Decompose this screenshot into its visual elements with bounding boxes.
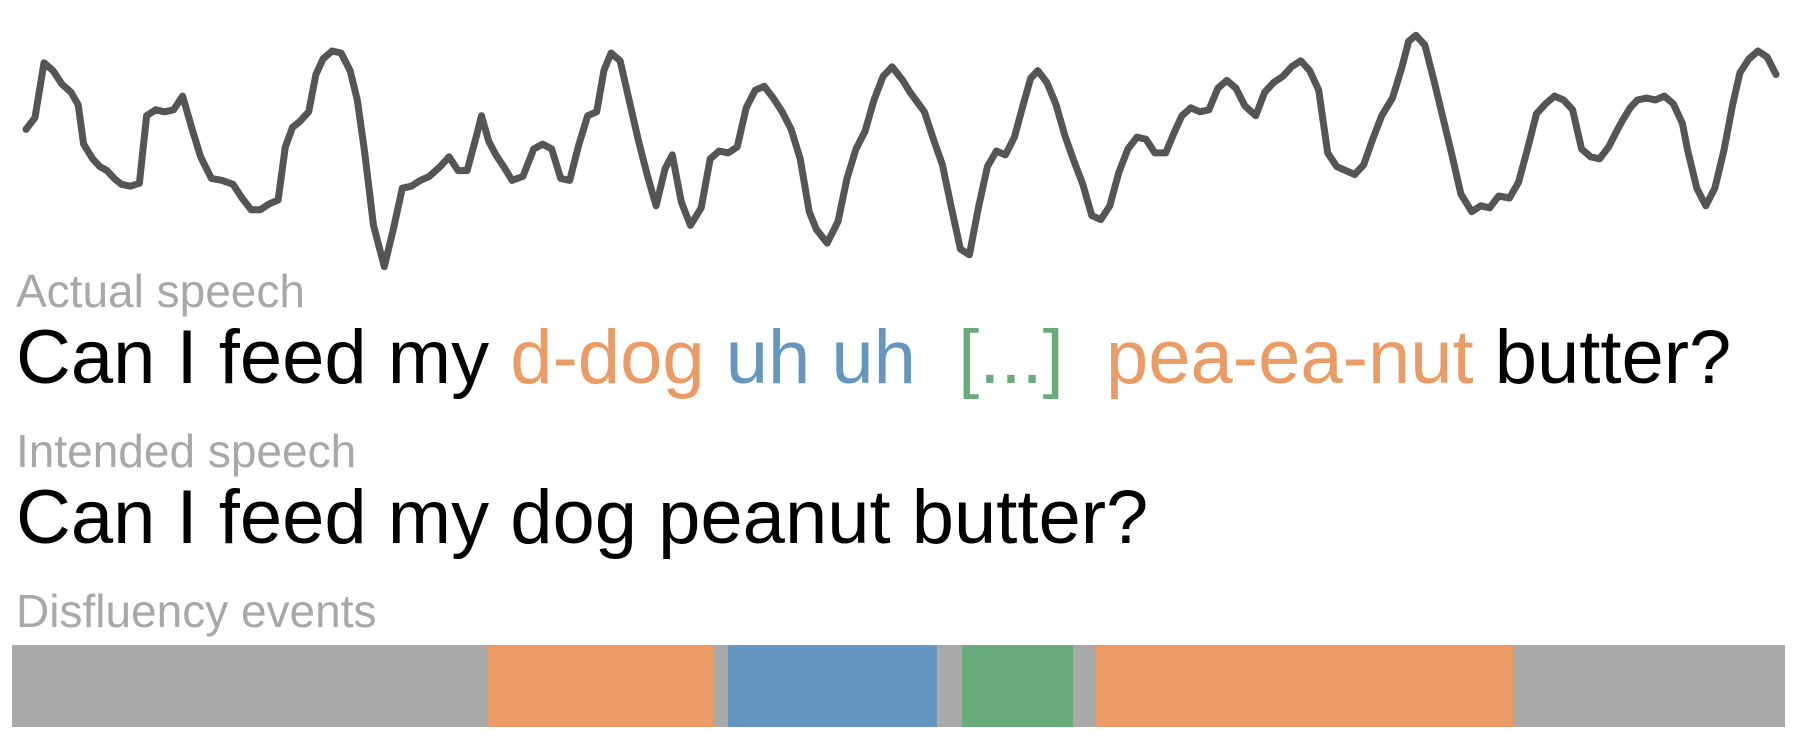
- speech-token-fluent: Can I feed my: [16, 315, 511, 400]
- speech-token-fluent: [705, 315, 726, 400]
- speech-waveform: [22, 31, 1780, 271]
- event-segment-fluent: [1513, 645, 1785, 727]
- disfluency-events-bar: [12, 645, 1785, 727]
- intended-speech-label: Intended speech: [16, 425, 357, 477]
- event-segment-filler: [728, 645, 938, 727]
- event-segment-repetition: [1096, 645, 1513, 727]
- disfluency-events-label: Disfluency events: [16, 585, 377, 637]
- event-segment-pause: [962, 645, 1074, 727]
- event-segment-fluent: [1073, 645, 1097, 727]
- speech-token-filler: uh uh: [725, 315, 916, 400]
- speech-token-fluent: [1064, 315, 1106, 400]
- actual-speech-text: Can I feed my d-dog uh uh [...] pea-ea-n…: [16, 320, 1731, 396]
- event-segment-fluent: [714, 645, 729, 727]
- speech-token-fluent: [916, 315, 958, 400]
- speech-token-repetition: pea-ea-nut: [1105, 315, 1474, 400]
- event-segment-fluent: [937, 645, 962, 727]
- intended-speech-text: Can I feed my dog peanut butter?: [16, 475, 1149, 560]
- actual-speech-label: Actual speech: [16, 265, 305, 317]
- speech-token-pause: [...]: [958, 315, 1064, 400]
- speech-token-fluent: butter?: [1473, 315, 1732, 400]
- event-segment-repetition: [487, 645, 714, 727]
- speech-token-repetition: d-dog: [510, 315, 705, 400]
- waveform-line: [22, 31, 1780, 271]
- event-segment-fluent: [12, 645, 487, 727]
